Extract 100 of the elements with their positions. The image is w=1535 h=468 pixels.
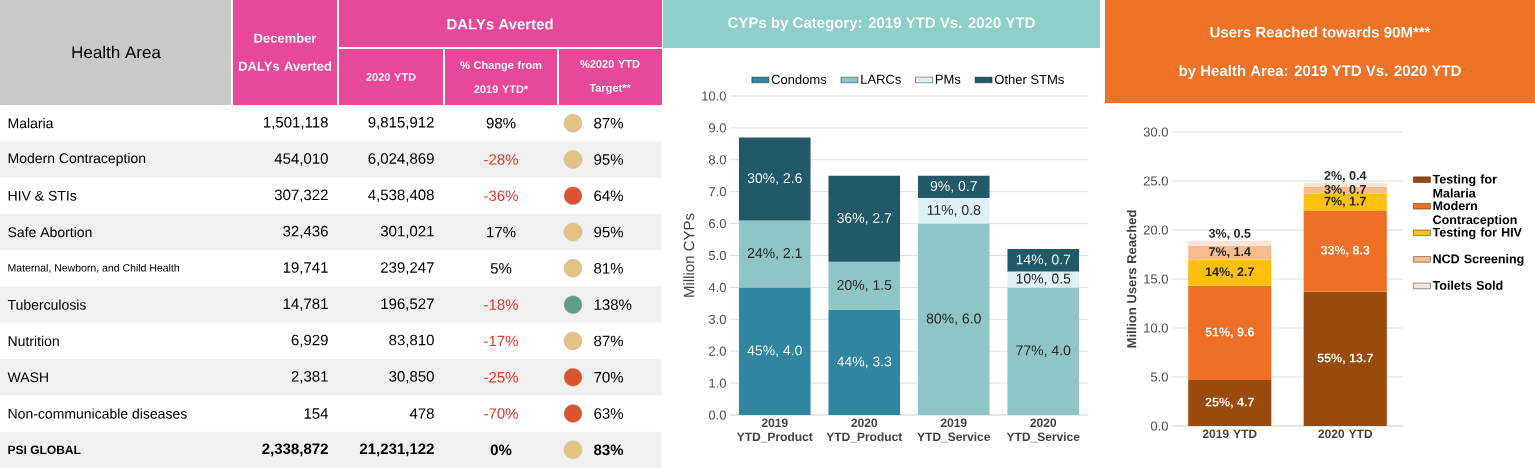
y-tick-label: 2.0	[709, 346, 726, 356]
data-label: 80%, 6.0	[926, 313, 981, 326]
text: 98%	[486, 117, 516, 129]
text: 138%	[594, 299, 632, 310]
bar	[738, 137, 811, 221]
text: 0%	[490, 444, 512, 456]
data-label: 33%, 8.3	[1320, 245, 1370, 257]
text: 5%	[490, 263, 512, 274]
text: 307,322	[274, 189, 328, 202]
x-tick-label: 2020 YTD	[1318, 429, 1373, 439]
data-label: 3%, 0.5	[1208, 228, 1251, 240]
data-label: 24%, 2.1	[747, 248, 802, 260]
category-label: PSI GLOBAL	[8, 445, 81, 455]
bar	[1188, 240, 1272, 246]
category-label: Malaria	[8, 118, 54, 129]
text: 14,781	[283, 298, 328, 311]
data-label: 45%, 4.0	[747, 345, 802, 357]
x-tick-label: 2019 YTD_Product	[736, 418, 813, 443]
bar	[1007, 249, 1080, 272]
y-tick-label: 6.0	[709, 218, 726, 229]
y-tick-label: 5.0	[1150, 372, 1168, 382]
data-label: 9%, 0.7	[930, 181, 977, 193]
category-label: Modern Contraception	[8, 152, 146, 166]
legend-label: Testing for Malaria	[1432, 174, 1497, 198]
bar	[1188, 379, 1272, 426]
chart-subtitle: by Health Area: 2019 YTD Vs. 2020 YTD	[1179, 65, 1461, 79]
data-label: 7%, 1.4	[1209, 247, 1251, 258]
legend-label: NCD Screening	[1433, 254, 1524, 266]
y-tick-label: 5.0	[708, 250, 726, 261]
y-tick-label: 7.0	[709, 187, 726, 197]
bar	[917, 175, 990, 199]
text: 87%	[594, 117, 624, 129]
legend-label: Modern Contraception	[1433, 200, 1517, 227]
x-tick-label: 2019 YTD_Service	[917, 418, 991, 443]
legend-label: LARCs	[861, 74, 901, 84]
category-label: Non-communicable diseases	[8, 408, 187, 419]
bar	[1007, 287, 1080, 415]
text: 81%	[594, 263, 624, 274]
data-label: 77%, 4.0	[1016, 345, 1071, 357]
legend-label: Testing for HIV	[1432, 227, 1522, 240]
text: 32,436	[283, 225, 328, 239]
bar	[738, 220, 811, 288]
category-label: WASH	[7, 372, 48, 383]
category-label: HIV & STIs	[8, 190, 77, 201]
text: -18%	[484, 299, 518, 310]
y-tick-label: 0.0	[1150, 421, 1168, 431]
data-label: 2%, 0.4	[1324, 171, 1367, 182]
text: 154	[304, 408, 329, 419]
y-tick-label: 9.0	[709, 123, 726, 133]
data-label: 25%, 4.7	[1205, 397, 1254, 409]
text: 83,810	[389, 334, 434, 348]
text: 95%	[594, 226, 624, 238]
text: 196,527	[381, 298, 434, 311]
y-tick-label: 15.0	[1144, 274, 1168, 284]
text: 87%	[594, 335, 624, 347]
text: 239,247	[381, 262, 434, 275]
y-tick-label: 10.0	[702, 91, 726, 101]
text: 6,024,869	[368, 153, 434, 166]
chart-title: Users Reached towards 90M***	[1210, 26, 1431, 38]
category-label: Tuberculosis	[7, 299, 86, 310]
text: 95%	[594, 154, 624, 165]
text: 6,929	[291, 334, 328, 348]
y-tick-label: 10.0	[1144, 323, 1168, 333]
text: 4,538,408	[368, 189, 434, 202]
category-label: December DALYs Averted	[239, 33, 331, 71]
y-tick-label: 0.0	[708, 410, 726, 420]
y-tick-label: 3.0	[708, 314, 726, 324]
text: 83%	[594, 444, 624, 456]
text: -36%	[484, 190, 518, 202]
data-label: 20%, 1.5	[837, 280, 892, 292]
bar	[1188, 259, 1272, 286]
data-label: 3%, 0.7	[1324, 184, 1366, 196]
text: 30,850	[389, 371, 434, 384]
bar	[828, 175, 901, 262]
text: 1,501,118	[264, 116, 328, 130]
legend-label: Other STMs	[994, 74, 1064, 85]
bar	[1188, 285, 1272, 380]
text: DALYs Averted	[447, 18, 553, 30]
y-axis-title: Million CYPs	[683, 213, 695, 297]
data-label: 14%, 2.7	[1205, 267, 1254, 278]
text: 2,338,872	[262, 443, 328, 457]
y-tick-label: 1.0	[709, 378, 726, 388]
x-tick-label: 2020 YTD_Service	[1006, 418, 1080, 443]
bar	[738, 287, 811, 415]
y-tick-label: 25.0	[1143, 176, 1168, 186]
chart-title: CYPs by Category: 2019 YTD Vs. 2020 YTD	[728, 16, 1035, 32]
text: -17%	[484, 335, 518, 347]
text: 454,010	[274, 153, 328, 166]
data-label: 36%, 2.7	[837, 213, 892, 225]
data-label: 11%, 0.8	[927, 205, 981, 217]
text: 9,815,912	[368, 116, 434, 130]
text: 19,741	[283, 262, 328, 275]
data-label: 44%, 3.3	[836, 356, 892, 369]
category-label: %2020 YTD Target**	[580, 60, 640, 95]
text: 2,381	[291, 371, 328, 384]
text: -28%	[484, 154, 518, 165]
bar	[1303, 210, 1387, 292]
y-tick-label: 20.0	[1143, 225, 1168, 235]
category-label: Nutrition	[8, 335, 59, 347]
bar	[917, 198, 990, 224]
